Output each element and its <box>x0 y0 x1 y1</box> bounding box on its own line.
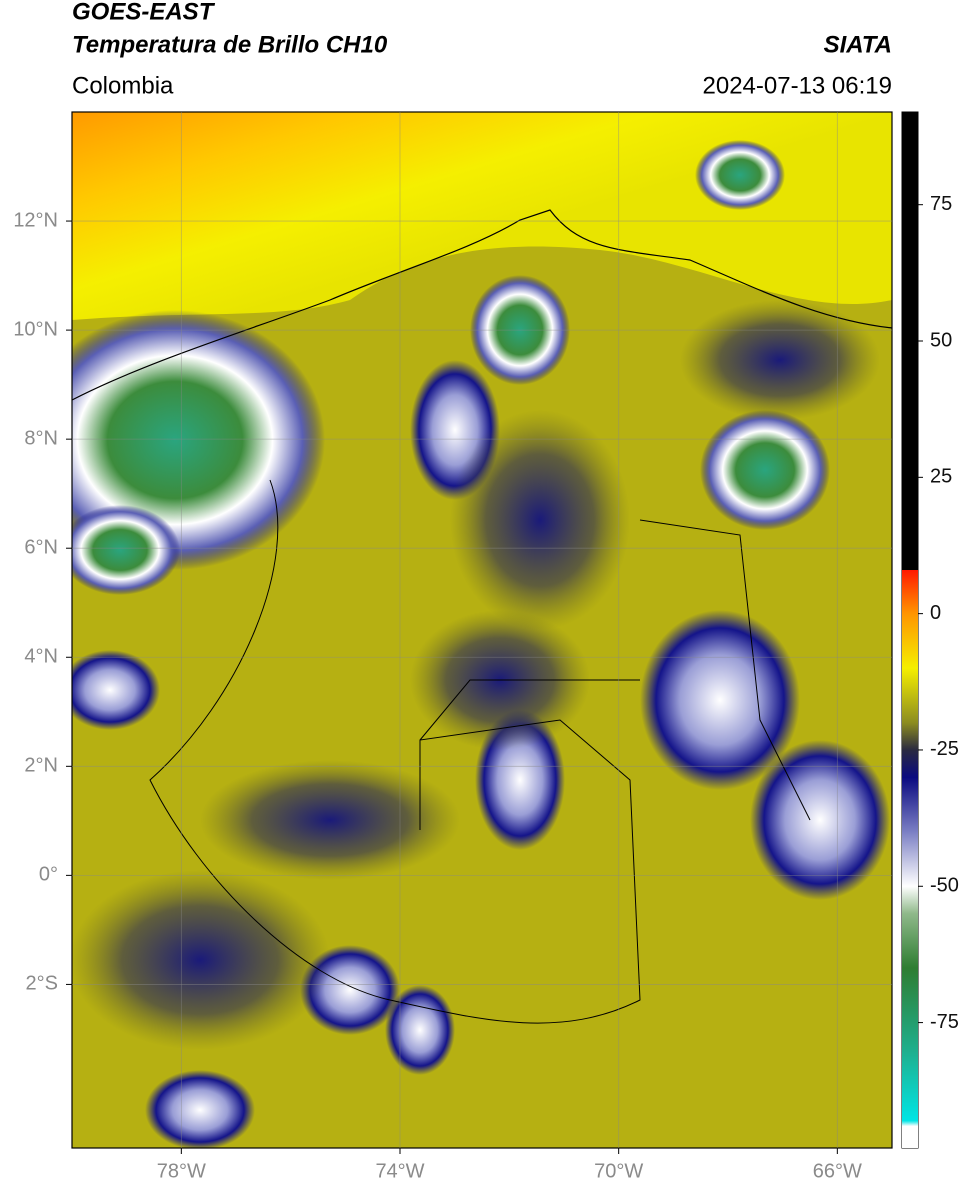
y-tick-label: 2°S <box>26 973 58 995</box>
y-tick-label: 0° <box>39 864 58 886</box>
x-tick-label: 74°W <box>375 1160 424 1182</box>
datetime: 2024-07-13 06:19 <box>703 72 893 99</box>
y-tick-label: 6°N <box>24 536 58 558</box>
y-tick-label: 2°N <box>24 755 58 777</box>
colorbar-label: 25 <box>930 466 952 488</box>
colorbar-label: 50 <box>930 329 952 351</box>
y-tick-label: 4°N <box>24 646 58 668</box>
source: SIATA <box>824 31 892 58</box>
colorbar-label: -75 <box>930 1011 959 1033</box>
colorbar <box>902 112 918 1148</box>
subtitle: Temperatura de Brillo CH10 <box>72 31 388 58</box>
imagery <box>72 112 892 1148</box>
y-tick-label: 10°N <box>13 318 58 340</box>
x-tick-label: 78°W <box>157 1160 206 1182</box>
title: GOES-EAST <box>72 0 216 25</box>
colorbar-label: -25 <box>930 738 959 760</box>
y-tick-label: 8°N <box>24 427 58 449</box>
x-tick-label: 66°W <box>813 1160 862 1182</box>
colorbar-label: 0 <box>930 602 941 624</box>
map-frame <box>71 111 893 1149</box>
region: Colombia <box>72 72 174 99</box>
colorbar-label: 75 <box>930 193 952 215</box>
y-tick-label: 12°N <box>13 209 58 231</box>
x-tick-label: 70°W <box>594 1160 643 1182</box>
colorbar-label: -50 <box>930 875 959 897</box>
